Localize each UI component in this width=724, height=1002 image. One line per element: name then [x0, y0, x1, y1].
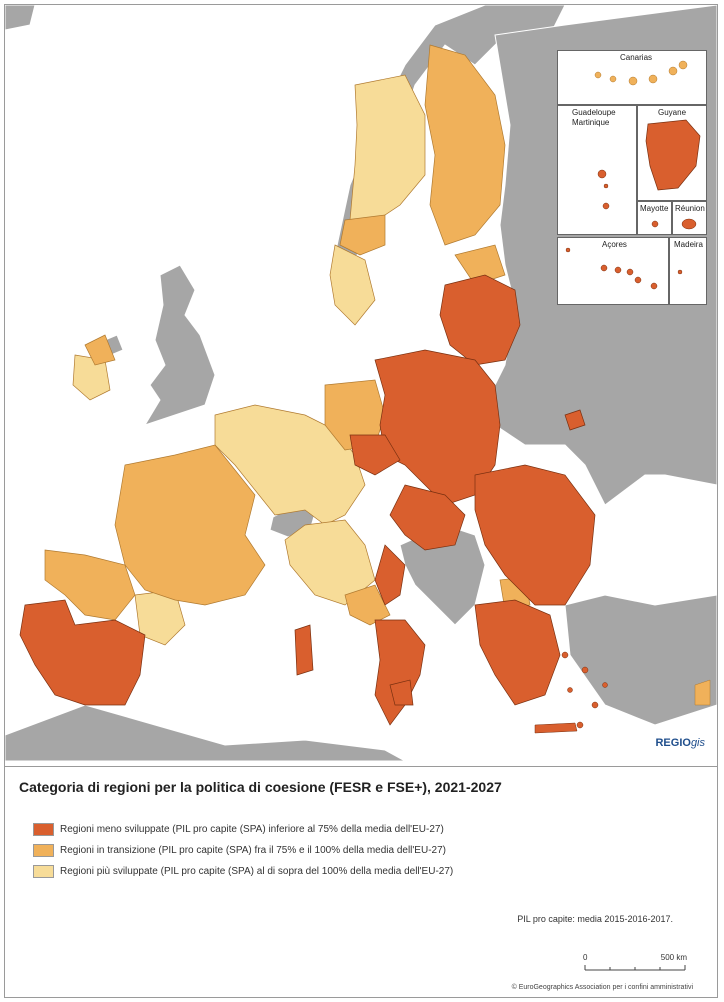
legend-swatch-transition — [33, 844, 54, 857]
inset-label-martinique: Martinique — [572, 118, 610, 127]
transition-regions — [44, 44, 531, 626]
more-developed-regions — [72, 74, 506, 646]
iceland — [5, 5, 36, 31]
inset-label-reunion: Réunion — [675, 204, 705, 213]
legend-label-less-developed: Regioni meno sviluppate (PIL pro capite … — [60, 824, 444, 835]
inset-label-guadeloupe: Guadeloupe — [572, 108, 616, 117]
inset-mayotte: Mayotte — [637, 201, 672, 235]
canarias-islands — [594, 60, 688, 86]
legend-swatch-less-developed — [33, 823, 54, 836]
map-title: Categoria di regioni per la politica di … — [19, 779, 502, 795]
europe-map: Canarias Guadeloupe Martinique Guyane Ma… — [5, 5, 717, 761]
inset-label-canarias: Canarias — [620, 53, 653, 62]
guadeloupe-martinique-shapes — [597, 169, 610, 210]
mayotte-shape — [651, 220, 659, 228]
inset-madeira: Madeira — [669, 237, 707, 305]
uk — [143, 264, 216, 426]
gdp-note: PIL pro capite: media 2015-2016-2017. — [517, 914, 673, 924]
scale-bar-line — [584, 965, 686, 971]
legend-item-more-developed: Regioni più sviluppate (PIL pro capite (… — [33, 865, 453, 878]
legend-item-transition: Regioni in transizione (PIL pro capite (… — [33, 844, 446, 857]
regiogis-logo: REGIOgis — [655, 737, 705, 749]
scale-start-label: 0 — [583, 953, 588, 962]
legend-label-more-developed: Regioni più sviluppate (PIL pro capite (… — [60, 866, 454, 877]
islands — [534, 651, 711, 734]
inset-label-acores: Açores — [602, 240, 627, 249]
copyright-notice: © EuroGeographics Association per i conf… — [511, 984, 693, 991]
less-developed-regions — [19, 114, 706, 726]
legend-item-less-developed: Regioni meno sviluppate (PIL pro capite … — [33, 823, 444, 836]
legend-label-transition: Regioni in transizione (PIL pro capite (… — [60, 845, 446, 856]
scale-bar: 0 500 km — [583, 953, 687, 977]
inset-acores: Açores — [557, 237, 669, 305]
north-africa — [5, 704, 406, 761]
inset-guyane: Guyane — [637, 105, 707, 201]
legend-swatch-more-developed — [33, 865, 54, 878]
turkey — [564, 594, 717, 726]
inset-reunion: Réunion — [672, 201, 707, 235]
acores-islands — [565, 247, 658, 290]
figure-frame — [4, 4, 718, 998]
inset-canarias: Canarias — [557, 50, 707, 105]
legend-panel: Categoria di regioni per la politica di … — [5, 766, 717, 997]
inset-guadeloupe-martinique: Guadeloupe Martinique — [557, 105, 637, 235]
inset-label-mayotte: Mayotte — [640, 204, 669, 213]
madeira-shape — [677, 269, 683, 275]
guyane-shape — [645, 119, 701, 191]
reunion-shape — [681, 218, 697, 230]
inset-label-guyane: Guyane — [658, 108, 687, 117]
scale-end-label: 500 km — [660, 953, 687, 962]
inset-label-madeira: Madeira — [674, 240, 703, 249]
